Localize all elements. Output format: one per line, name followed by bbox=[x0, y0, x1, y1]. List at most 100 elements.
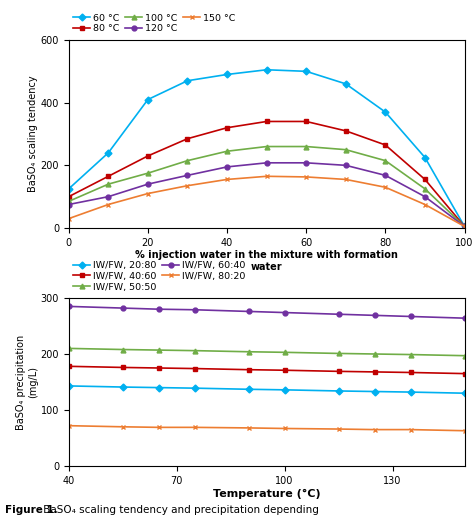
IW/FW, 40:60 bbox=[372, 369, 377, 375]
IW/FW, 60:40 bbox=[192, 307, 198, 313]
IW/FW, 20:80 bbox=[408, 389, 413, 395]
IW/FW, 20:80 bbox=[246, 386, 252, 392]
IW/FW, 20:80 bbox=[462, 390, 467, 397]
IW/FW, 40:60 bbox=[156, 365, 162, 371]
Line: 60 °C: 60 °C bbox=[66, 67, 467, 229]
100 °C bbox=[66, 198, 72, 204]
IW/FW, 40:60 bbox=[336, 368, 341, 375]
60 °C bbox=[184, 78, 190, 84]
Line: IW/FW, 50:50: IW/FW, 50:50 bbox=[66, 346, 467, 358]
60 °C bbox=[383, 109, 388, 115]
100 °C bbox=[145, 170, 151, 176]
IW/FW, 80:20 bbox=[66, 422, 72, 429]
80 °C bbox=[343, 128, 348, 134]
120 °C bbox=[145, 181, 151, 187]
IW/FW, 60:40 bbox=[372, 312, 377, 319]
150 °C bbox=[66, 215, 72, 222]
IW/FW, 20:80 bbox=[336, 388, 341, 394]
Line: 120 °C: 120 °C bbox=[66, 160, 467, 229]
IW/FW, 80:20 bbox=[156, 424, 162, 430]
150 °C bbox=[145, 190, 151, 197]
IW/FW, 80:20 bbox=[336, 426, 341, 432]
IW/FW, 40:60 bbox=[66, 363, 72, 370]
80 °C bbox=[105, 173, 111, 180]
80 °C bbox=[66, 194, 72, 200]
IW/FW, 80:20 bbox=[372, 427, 377, 433]
IW/FW, 40:60 bbox=[192, 365, 198, 372]
150 °C bbox=[105, 201, 111, 208]
IW/FW, 80:20 bbox=[246, 425, 252, 431]
Legend: 60 °C, 80 °C, 100 °C, 120 °C, 150 °C: 60 °C, 80 °C, 100 °C, 120 °C, 150 °C bbox=[73, 13, 236, 33]
IW/FW, 50:50 bbox=[156, 347, 162, 353]
Text: BaSO₄ scaling tendency and precipitation depending: BaSO₄ scaling tendency and precipitation… bbox=[40, 505, 319, 515]
IW/FW, 50:50 bbox=[246, 349, 252, 355]
Line: IW/FW, 20:80: IW/FW, 20:80 bbox=[66, 384, 467, 395]
150 °C bbox=[383, 184, 388, 190]
Line: IW/FW, 80:20: IW/FW, 80:20 bbox=[66, 424, 467, 433]
Line: 100 °C: 100 °C bbox=[66, 144, 467, 229]
120 °C bbox=[422, 194, 428, 200]
IW/FW, 80:20 bbox=[120, 424, 126, 430]
Line: 150 °C: 150 °C bbox=[66, 174, 467, 229]
80 °C bbox=[383, 142, 388, 148]
120 °C bbox=[462, 223, 467, 229]
IW/FW, 60:40 bbox=[66, 303, 72, 309]
Y-axis label: BaSO₄ precipitation
(mg/L): BaSO₄ precipitation (mg/L) bbox=[16, 334, 38, 430]
60 °C bbox=[105, 149, 111, 156]
IW/FW, 60:40 bbox=[282, 309, 287, 316]
120 °C bbox=[66, 201, 72, 208]
60 °C bbox=[264, 66, 269, 73]
60 °C bbox=[422, 154, 428, 160]
IW/FW, 50:50 bbox=[192, 348, 198, 354]
100 °C bbox=[224, 148, 230, 154]
IW/FW, 20:80 bbox=[282, 387, 287, 393]
IW/FW, 50:50 bbox=[372, 351, 377, 357]
60 °C bbox=[145, 97, 151, 103]
IW/FW, 60:40 bbox=[336, 311, 341, 317]
60 °C bbox=[343, 81, 348, 87]
60 °C bbox=[66, 186, 72, 192]
IW/FW, 80:20 bbox=[192, 424, 198, 430]
IW/FW, 40:60 bbox=[246, 366, 252, 373]
Text: Figure 1.: Figure 1. bbox=[5, 505, 57, 515]
X-axis label: % injection water in the mixture with formation
water: % injection water in the mixture with fo… bbox=[135, 251, 398, 272]
80 °C bbox=[422, 176, 428, 183]
120 °C bbox=[383, 172, 388, 179]
IW/FW, 40:60 bbox=[120, 364, 126, 371]
150 °C bbox=[264, 173, 269, 180]
60 °C bbox=[224, 71, 230, 77]
120 °C bbox=[343, 162, 348, 169]
120 °C bbox=[184, 172, 190, 179]
IW/FW, 40:60 bbox=[408, 370, 413, 376]
IW/FW, 80:20 bbox=[408, 427, 413, 433]
IW/FW, 20:80 bbox=[156, 385, 162, 391]
IW/FW, 50:50 bbox=[408, 351, 413, 358]
IW/FW, 80:20 bbox=[462, 428, 467, 434]
IW/FW, 60:40 bbox=[156, 306, 162, 312]
100 °C bbox=[264, 143, 269, 149]
IW/FW, 50:50 bbox=[462, 352, 467, 359]
100 °C bbox=[383, 158, 388, 164]
IW/FW, 50:50 bbox=[282, 349, 287, 356]
IW/FW, 60:40 bbox=[120, 305, 126, 311]
60 °C bbox=[303, 68, 309, 74]
100 °C bbox=[422, 186, 428, 192]
80 °C bbox=[224, 125, 230, 131]
100 °C bbox=[105, 181, 111, 187]
150 °C bbox=[343, 176, 348, 183]
IW/FW, 60:40 bbox=[462, 315, 467, 321]
150 °C bbox=[184, 183, 190, 189]
Legend: IW/FW, 20:80, IW/FW, 40:60, IW/FW, 50:50, IW/FW, 60:40, IW/FW, 80:20: IW/FW, 20:80, IW/FW, 40:60, IW/FW, 50:50… bbox=[73, 261, 246, 292]
IW/FW, 60:40 bbox=[246, 308, 252, 315]
IW/FW, 20:80 bbox=[66, 383, 72, 389]
120 °C bbox=[224, 164, 230, 170]
80 °C bbox=[264, 118, 269, 125]
120 °C bbox=[105, 194, 111, 200]
IW/FW, 50:50 bbox=[336, 350, 341, 357]
IW/FW, 40:60 bbox=[462, 371, 467, 377]
100 °C bbox=[184, 158, 190, 164]
80 °C bbox=[303, 118, 309, 125]
IW/FW, 50:50 bbox=[120, 346, 126, 352]
IW/FW, 40:60 bbox=[282, 367, 287, 373]
IW/FW, 60:40 bbox=[408, 313, 413, 320]
